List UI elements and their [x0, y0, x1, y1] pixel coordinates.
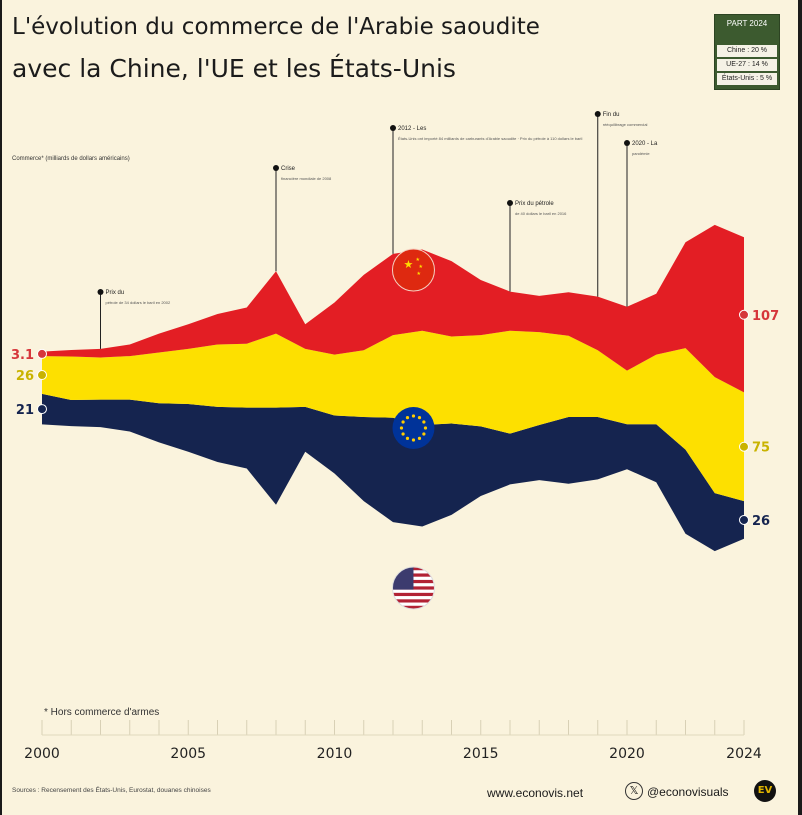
annotation-title: 2012 - Les [398, 126, 426, 132]
annotation: Crise financière mondiale de 2008 [273, 165, 332, 272]
svg-text:★: ★ [403, 259, 413, 271]
annotations-group: Prix du pétrole de 34 dollars le baril en… [97, 111, 658, 349]
china-flag-icon: ★ ★★★ [391, 248, 435, 292]
end-value-label: 75 [752, 441, 770, 456]
end-dot [739, 514, 749, 525]
chart-title-line1: L'évolution du commerce de l'Arabie saou… [12, 14, 540, 40]
annotation-body: financière mondiale de 2008 [281, 176, 332, 181]
start-value-label: 3.1 [11, 348, 34, 363]
annotation-body: pandémie [632, 151, 650, 156]
areas-group [41, 224, 745, 735]
flags-group: ★ ★★★ [391, 248, 435, 610]
website-link[interactable]: www.econovis.net [487, 786, 584, 800]
annotation-body: États-Unis ont importé 84 milliards de c… [398, 136, 582, 141]
area-eu [42, 330, 744, 502]
x-tick-label: 2015 [463, 746, 499, 762]
annotation-dot [273, 165, 279, 171]
social-handle[interactable]: @econovisuals [647, 785, 729, 799]
annotation-body: pétrole de 34 dollars le baril en 2002 [106, 300, 171, 305]
start-value-label: 21 [16, 403, 34, 418]
x-tick-label: 2024 [726, 746, 762, 762]
annotation-title: Crise [281, 166, 296, 172]
annotation-title: 2020 - La [632, 141, 658, 147]
x-tick-label: 2005 [170, 746, 206, 762]
annotation-body: de 40 dollars le baril en 2016 [515, 211, 567, 216]
chart-title-line2: avec la Chine, l'UE et les États-Unis [12, 54, 456, 83]
annotation-dot [624, 140, 630, 146]
svg-text:★: ★ [416, 271, 421, 277]
annotation-dot [594, 111, 601, 117]
y-axis-label: Commerce* (milliards de dollars américai… [12, 156, 130, 162]
x-tick-label: 2020 [609, 746, 645, 762]
x-tick-label: 2010 [317, 746, 353, 762]
annotation-title: Prix du [106, 290, 125, 296]
start-dot [37, 370, 47, 381]
start-dot [37, 404, 47, 415]
legend-title: PART 2024 [726, 19, 768, 28]
annotation: Prix du pétrole de 34 dollars le baril en… [97, 289, 171, 349]
annotation: Fin du rééquilibrage commercial [594, 111, 648, 297]
sources-note: Sources : Recensement des États-Unis, Eu… [12, 787, 211, 794]
x-axis: 2000 2005 2010 2015 2020 2024 [24, 734, 762, 762]
annotation-title: Prix du pétrole [515, 201, 554, 207]
eu-flag-icon [392, 407, 435, 449]
legend-row-eu: UE-27 : 14 % [717, 59, 777, 71]
annotation: 2012 - Les États-Unis ont importé 84 mill… [390, 125, 582, 254]
annotation-dot [390, 125, 396, 131]
legend-row-china: Chine : 20 % [717, 45, 777, 57]
area-us [42, 393, 744, 552]
edge-labels-group: 21 26 26 75 3.1 107 [11, 309, 779, 529]
end-dot [739, 441, 749, 452]
annotation-title: Fin du [603, 112, 620, 118]
area-china [42, 224, 744, 393]
annotation-body: rééquilibrage commercial [603, 122, 648, 127]
legend-row-us: États-Unis : 5 % [717, 73, 777, 85]
annotation: 2020 - La pandémie [624, 140, 658, 307]
svg-text:★: ★ [418, 264, 423, 270]
end-value-label: 107 [752, 309, 779, 324]
svg-text:★: ★ [415, 257, 420, 263]
end-value-label: 26 [752, 514, 770, 529]
start-value-label: 26 [16, 369, 34, 384]
x-social-icon[interactable]: 𝕏 [625, 782, 643, 800]
footnote: * Hors commerce d'armes [44, 707, 160, 718]
end-dot [739, 309, 749, 320]
annotation: Prix du pétrole de 40 dollars le baril en… [507, 200, 567, 292]
start-dot [37, 348, 47, 359]
us-flag-icon [391, 566, 435, 610]
annotation-dot [97, 289, 104, 295]
econovis-logo: EV [754, 780, 776, 802]
annotation-dot [507, 200, 513, 206]
share-legend: PART 2024 Chine : 20 % UE-27 : 14 % État… [714, 14, 780, 90]
x-tick-label: 2000 [24, 746, 60, 762]
